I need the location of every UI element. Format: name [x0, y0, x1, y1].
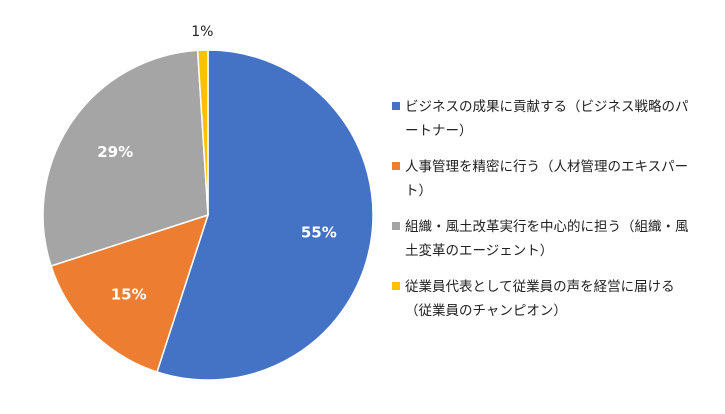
legend-item-3: 組織・風土改革実行を中心的に担う（組織・風土変革のエージェント） — [392, 215, 702, 263]
legend-swatch-2 — [392, 162, 400, 170]
legend-item-4: 従業員代表として従業員の声を経営に届ける（従業員のチャンピオン） — [392, 275, 702, 323]
legend-label-3: 組織・風土改革実行を中心的に担う（組織・風土変革のエージェント） — [405, 219, 689, 259]
legend-item-1: ビジネスの成果に貢献する（ビジネス戦略のパートナー） — [392, 95, 702, 143]
slice-label-3: 29% — [97, 143, 133, 161]
pie-slice-2 — [50, 213, 210, 373]
slice-label-2: 15% — [111, 285, 147, 303]
pie-slice-3 — [42, 49, 209, 267]
pie-slice-1 — [156, 49, 374, 381]
legend-label-1: ビジネスの成果に貢献する（ビジネス戦略のパートナー） — [405, 99, 689, 139]
legend-swatch-3 — [392, 222, 400, 230]
legend-label-2: 人事管理を精密に行う（人材管理のエキスパート） — [405, 159, 689, 199]
legend-swatch-4 — [392, 282, 400, 290]
pie-slice-4 — [196, 49, 209, 216]
legend-item-2: 人事管理を精密に行う（人材管理のエキスパート） — [392, 155, 702, 203]
legend: ビジネスの成果に貢献する（ビジネス戦略のパートナー） 人事管理を精密に行う（人材管… — [392, 95, 702, 335]
legend-swatch-1 — [392, 102, 400, 110]
slice-label-1: 55% — [301, 224, 337, 242]
slice-label-4: 1% — [191, 24, 213, 40]
legend-label-4: 従業員代表として従業員の声を経営に届ける（従業員のチャンピオン） — [405, 279, 675, 319]
